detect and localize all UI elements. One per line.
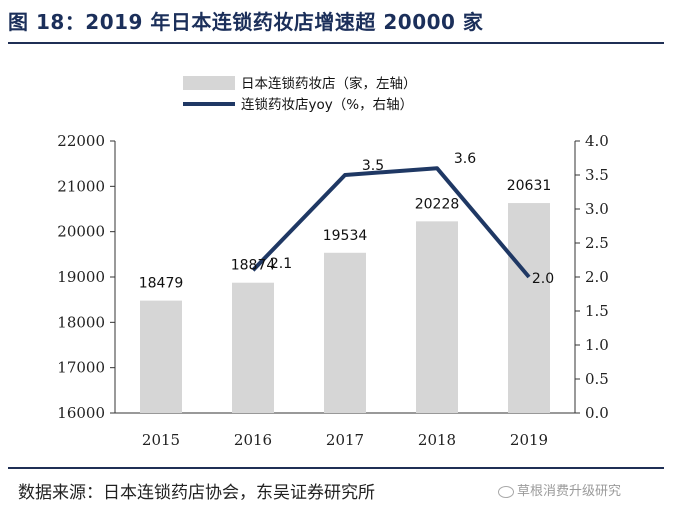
- line-series: [251, 166, 531, 279]
- left-tick-label: 16000: [57, 404, 105, 422]
- data-labels: 18479 18874 19534 20228 20631 2.1 3.5 3.6 2.0: [139, 151, 554, 291]
- bar-value-label: 18479: [139, 276, 184, 292]
- bar-value-label: 20631: [507, 178, 552, 194]
- line-value-label: 3.5: [362, 158, 384, 174]
- left-tick-label: 22000: [57, 132, 105, 150]
- chart-legend: 日本连锁药妆店（家，左轴） 连锁药妆店yoy（%，右轴）: [183, 75, 417, 113]
- bar-value-label: 20228: [415, 196, 460, 212]
- right-tick-label: 0.5: [585, 370, 609, 388]
- figure-title: 图 18：2019 年日本连锁药妆店增速超 20000 家: [8, 10, 484, 34]
- watermark: 草根消费升级研究: [498, 480, 621, 499]
- right-tick-label: 0.0: [585, 404, 609, 422]
- right-tick-label: 1.5: [585, 302, 609, 320]
- bar: [140, 300, 182, 413]
- left-tick-label: 19000: [57, 268, 105, 286]
- x-tick-label: 2019: [510, 431, 548, 449]
- x-tick-label: 2018: [418, 431, 456, 449]
- chart-axes: 16000 17000 18000 19000 20000 21000 22000 0.0 0.…: [57, 132, 609, 449]
- bar: [508, 203, 550, 413]
- right-tick-label: 3.0: [585, 200, 609, 218]
- left-tick-label: 18000: [57, 313, 105, 331]
- left-tick-label: 20000: [57, 223, 105, 241]
- bar: [324, 252, 366, 413]
- title-rule: [8, 42, 664, 44]
- bar-value-label: 18874: [231, 258, 276, 274]
- yoy-line: [251, 166, 531, 279]
- right-tick-label: 4.0: [585, 132, 609, 150]
- bar: [232, 282, 274, 413]
- legend-bar-swatch: [183, 76, 235, 90]
- x-tick-label: 2017: [326, 431, 364, 449]
- bar-series: [140, 203, 550, 413]
- footer-rule: [8, 467, 664, 469]
- legend-bar-label: 日本连锁药妆店（家，左轴）: [241, 75, 417, 92]
- legend-line-label: 连锁药妆店yoy（%，右轴）: [241, 97, 413, 113]
- line-value-label: 2.0: [532, 271, 554, 287]
- right-tick-label: 1.0: [585, 336, 609, 354]
- bar: [416, 221, 458, 413]
- line-value-label: 2.1: [270, 256, 292, 272]
- left-tick-label: 21000: [57, 177, 105, 195]
- x-tick-label: 2016: [234, 431, 272, 449]
- bar-value-label: 19534: [323, 228, 368, 244]
- line-value-label: 3.6: [454, 151, 476, 167]
- right-tick-label: 2.5: [585, 234, 609, 252]
- wechat-icon: [498, 485, 514, 498]
- watermark-text: 草根消费升级研究: [517, 484, 622, 499]
- left-tick-label: 17000: [57, 359, 105, 377]
- source-note: 数据来源：日本连锁药店协会，东吴证券研究所: [18, 483, 375, 503]
- x-tick-label: 2015: [142, 431, 180, 449]
- right-tick-label: 3.5: [585, 166, 609, 184]
- right-tick-label: 2.0: [585, 268, 609, 286]
